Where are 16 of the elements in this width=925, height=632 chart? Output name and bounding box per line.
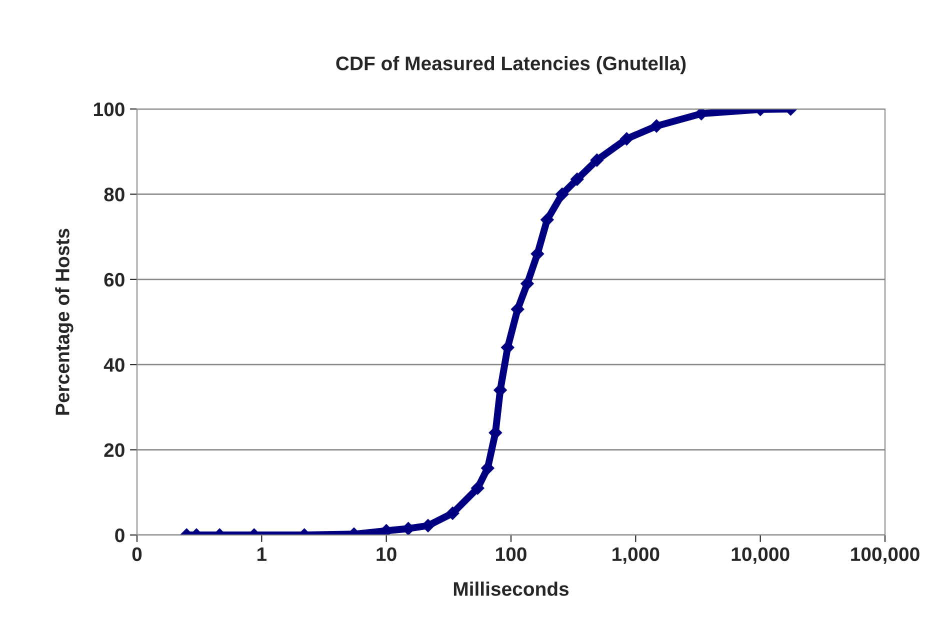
y-tick-label: 20 <box>104 443 124 458</box>
x-tick-label: 10,000 <box>732 547 790 564</box>
x-axis-title: Milliseconds <box>454 582 569 596</box>
y-tick-label: 0 <box>115 528 124 542</box>
y-axis-title: Percentage of Hosts <box>55 228 74 415</box>
x-tick-label: 0 <box>132 547 142 562</box>
x-tick-label: 1 <box>257 548 267 561</box>
x-tick-label: 1,000 <box>612 547 660 564</box>
chart-title: CDF of Measured Latencies (Gnutella) <box>336 56 686 74</box>
x-tick-label: 100 <box>496 547 526 562</box>
x-tick-label: 10 <box>376 547 396 562</box>
y-tick-label: 80 <box>104 188 124 202</box>
x-tick-label: 100,000 <box>851 547 920 564</box>
y-tick-label: 60 <box>104 272 124 287</box>
y-tick-label: 100 <box>94 102 124 116</box>
y-tick-label: 40 <box>104 358 124 372</box>
